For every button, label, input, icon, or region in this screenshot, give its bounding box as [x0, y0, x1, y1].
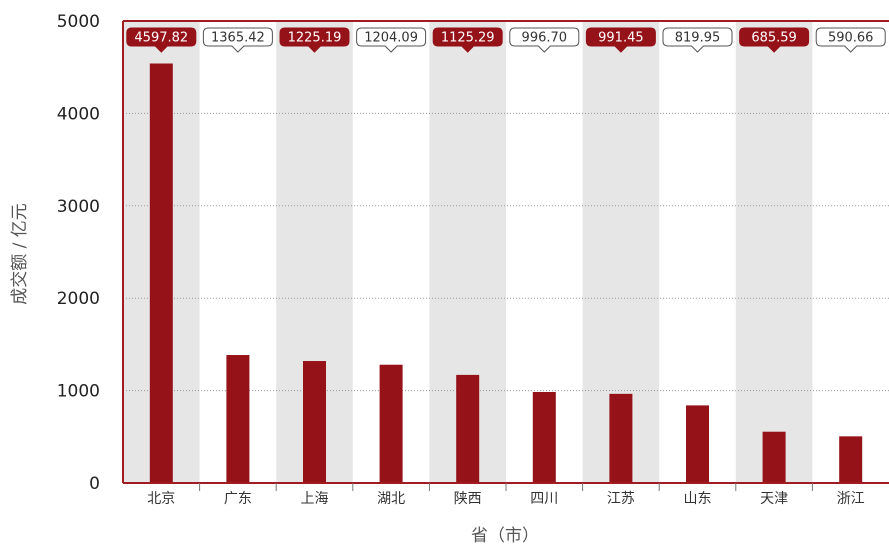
- data-label: 991.45: [598, 31, 644, 46]
- data-label-box: [126, 27, 197, 53]
- x-tick-label: 北京: [147, 491, 175, 507]
- data-label: 1204.09: [364, 31, 418, 46]
- x-tick-label: 广东: [224, 491, 252, 507]
- x-tick-label: 上海: [301, 491, 329, 507]
- axes: [122, 20, 889, 491]
- y-tick-label: 2000: [57, 289, 100, 309]
- bar: [762, 431, 786, 483]
- bar: [839, 436, 863, 483]
- data-label-box: [815, 27, 886, 53]
- data-labels: 4597.82 1365.42 1225.19 1204.09 1125.29 996.7…: [126, 27, 886, 53]
- x-tick-label: 四川: [530, 491, 558, 507]
- data-label: 590.66: [828, 31, 874, 46]
- data-label-box: [509, 27, 580, 53]
- y-tick-label: 0: [89, 474, 100, 494]
- bar: [149, 63, 173, 484]
- data-label-box: [585, 27, 656, 53]
- data-label: 996.70: [522, 31, 568, 46]
- data-label-box: [739, 27, 810, 53]
- data-label: 1225.19: [288, 31, 342, 46]
- x-tick-label: 江苏: [607, 491, 635, 507]
- bar: [456, 374, 480, 483]
- category-band: [735, 21, 813, 483]
- data-label: 4597.82: [134, 31, 188, 46]
- x-axis-title: 省（市）: [471, 526, 539, 546]
- x-tick-label: 陕西: [454, 491, 482, 507]
- data-label-box: [202, 27, 273, 53]
- x-tick-label: 天津: [760, 491, 788, 507]
- data-label-box: [356, 27, 427, 53]
- bar: [532, 391, 556, 483]
- y-tick-label: 3000: [57, 197, 100, 217]
- x-tick-label: 山东: [684, 491, 712, 507]
- y-tick-label: 4000: [57, 104, 100, 124]
- category-bands: [123, 21, 813, 483]
- data-label-box: [662, 27, 733, 53]
- data-label: 1125.29: [441, 31, 495, 46]
- bar: [609, 393, 633, 483]
- bar: [226, 355, 250, 483]
- bars: [149, 63, 863, 484]
- bar: [686, 405, 709, 483]
- data-label: 819.95: [675, 31, 721, 46]
- data-label: 685.59: [751, 31, 797, 46]
- bar: [379, 364, 403, 483]
- data-label-box: [432, 27, 503, 53]
- bar: [303, 361, 326, 483]
- x-tick-label: 浙江: [837, 491, 865, 507]
- y-tick-label: 5000: [57, 12, 100, 32]
- y-tick-label: 1000: [57, 382, 100, 402]
- x-tick-labels: 北京 广东 上海 湖北 陕西 四川 江苏 山东 天津 浙江: [147, 491, 864, 507]
- y-axis-title: 成交额 / 亿元: [10, 203, 30, 305]
- data-label: 1365.42: [211, 31, 265, 46]
- x-tick-label: 湖北: [377, 491, 405, 507]
- data-label-box: [279, 27, 350, 53]
- y-tick-labels: 0 1000 2000 3000 4000 5000: [57, 12, 100, 494]
